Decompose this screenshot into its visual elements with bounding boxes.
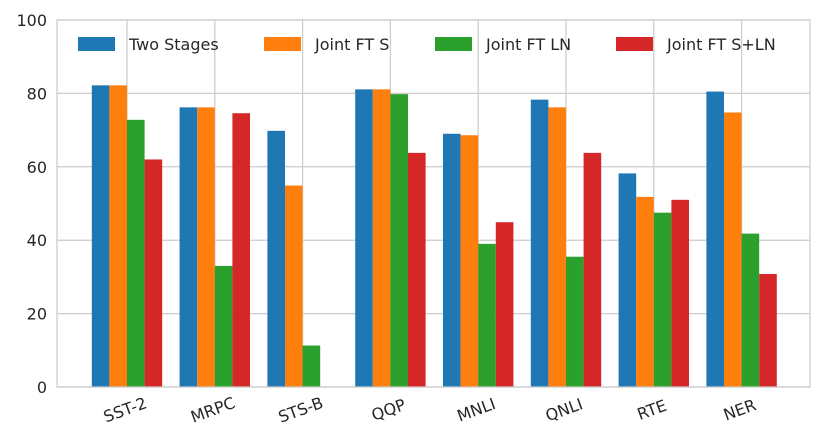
bar [197,107,215,387]
x-axis-ticks: SST-2 MRPC STS-B QQP MNLI QNLI RTE NER [101,393,759,427]
x-tick-label: QNLI [543,394,585,425]
y-tick-label: 80 [27,84,47,103]
bar [759,273,777,387]
bar [583,152,602,387]
bar [232,113,250,387]
y-tick-label: 20 [27,305,47,324]
legend-label: Two Stages [128,35,219,54]
legend: Two Stages Joint FT S Joint FT LN Joint FT … [78,35,776,54]
bars [91,85,777,388]
y-tick-label: 0 [37,378,47,397]
bar [566,256,584,387]
bar [741,233,760,387]
legend-label: Joint FT S+LN [666,35,776,54]
bar [267,130,285,388]
bar [495,222,514,387]
legend-swatch [616,37,653,51]
x-tick-label: MNLI [455,394,499,425]
bar [355,89,373,387]
bar [618,173,637,387]
x-tick-label: RTE [635,396,670,424]
bar [302,345,321,387]
x-tick-label: MRPC [188,393,237,427]
bar [91,85,110,388]
legend-label: Joint FT S [314,35,389,54]
y-tick-label: 60 [27,158,47,177]
bar [653,212,672,387]
bar [671,199,689,387]
bar [390,94,408,387]
bar [460,135,479,387]
bar [372,89,391,387]
legend-label: Joint FT LN [485,35,571,54]
bar [109,85,127,388]
bar [214,265,233,387]
bar [478,243,496,387]
x-tick-label: STS-B [276,393,326,427]
plot-frame [56,19,811,388]
legend-swatch [435,37,472,51]
bar [285,185,303,387]
plot-background [57,20,810,387]
bar [530,99,549,387]
y-tick-label: 100 [16,11,47,30]
bar [706,91,724,387]
y-axis-ticks: 0 20 40 60 80 100 [16,11,47,397]
bar [179,107,198,387]
x-tick-label: SST-2 [101,393,149,426]
bar [443,133,461,387]
bar [724,112,742,387]
bar [144,159,163,387]
y-tick-label: 40 [27,231,47,250]
bar [127,119,145,387]
bar [548,107,566,387]
legend-swatch [264,37,301,51]
bar [408,152,426,387]
x-tick-label: QQP [369,395,409,425]
bar [636,196,654,387]
legend-swatch [78,37,115,51]
x-tick-label: NER [721,395,759,424]
